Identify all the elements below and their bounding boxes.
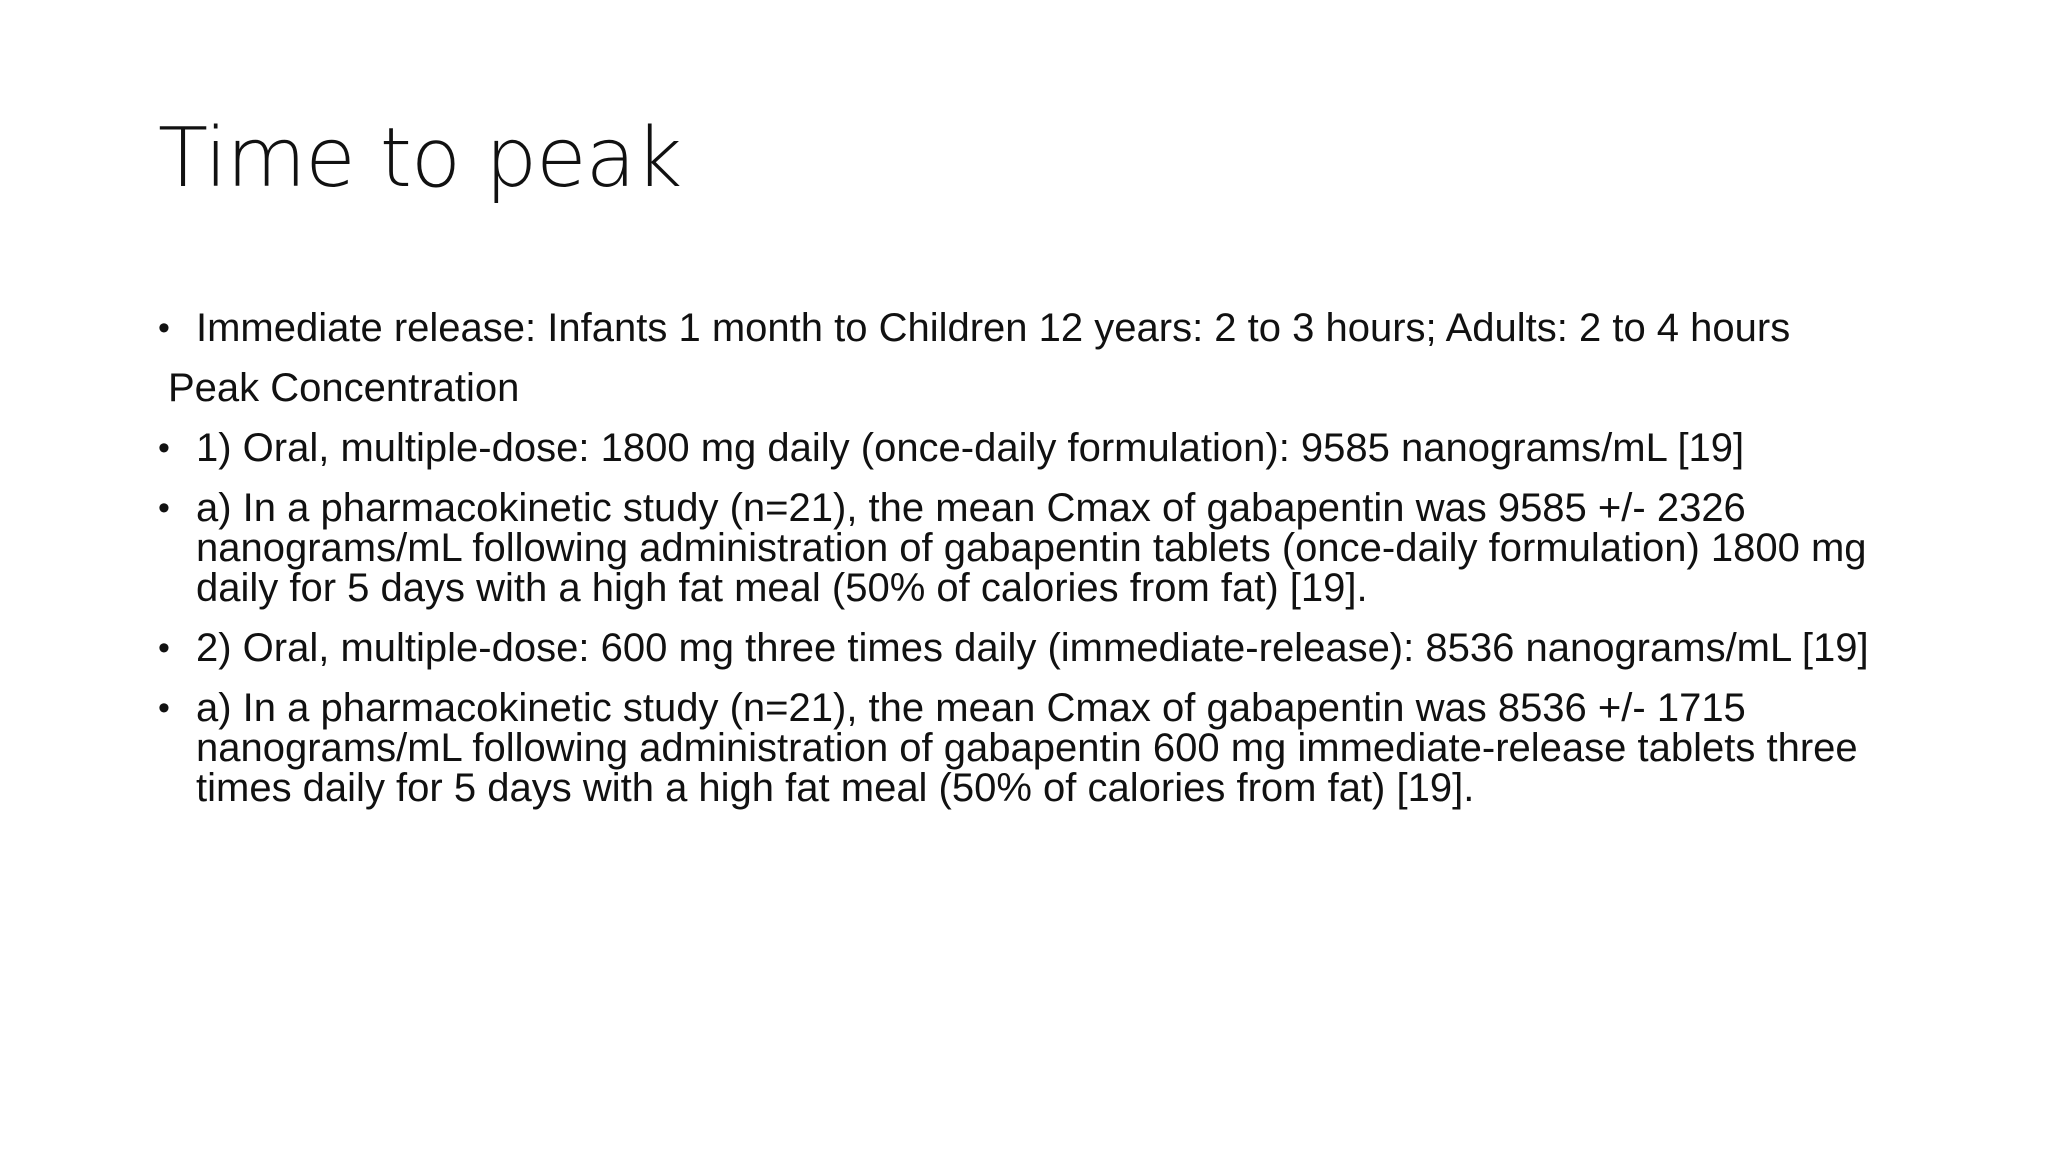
bullet-text: 2) Oral, multiple-dose: 600 mg three tim… <box>196 626 1869 670</box>
bullet-marker: • <box>158 309 170 347</box>
bullet-text: 1) Oral, multiple-dose: 1800 mg daily (o… <box>196 426 1745 470</box>
section-heading-peak-concentration: Peak Concentration <box>158 368 1918 408</box>
slide-body: • Immediate release: Infants 1 month to … <box>158 308 1918 808</box>
bullet-marker: • <box>158 629 170 667</box>
bullet-text: Immediate release: Infants 1 month to Ch… <box>196 306 1791 350</box>
slide-title: Time to peak <box>158 111 682 206</box>
section-heading-text: Peak Concentration <box>168 366 520 410</box>
bullet-marker: • <box>158 429 170 467</box>
bullet-item-immediate-release-study: • a) In a pharmacokinetic study (n=21), … <box>158 688 1918 808</box>
bullet-item-once-daily-study: • a) In a pharmacokinetic study (n=21), … <box>158 488 1918 608</box>
bullet-marker: • <box>158 489 170 527</box>
bullet-item-immediate-release-dose: • 2) Oral, multiple-dose: 600 mg three t… <box>158 628 1918 668</box>
bullet-item-immediate-release: • Immediate release: Infants 1 month to … <box>158 308 1918 348</box>
bullet-marker: • <box>158 689 170 727</box>
bullet-item-once-daily: • 1) Oral, multiple-dose: 1800 mg daily … <box>158 428 1918 468</box>
bullet-text: a) In a pharmacokinetic study (n=21), th… <box>196 686 1869 810</box>
bullet-text: a) In a pharmacokinetic study (n=21), th… <box>196 486 1878 610</box>
